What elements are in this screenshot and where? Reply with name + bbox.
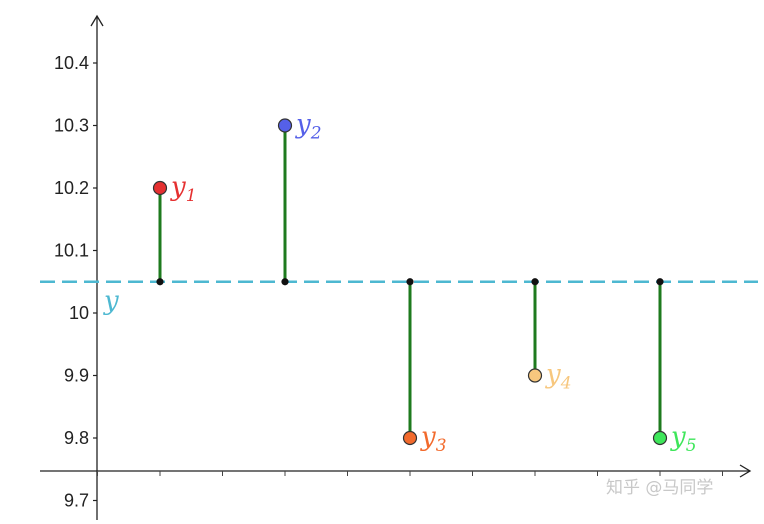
x-axis-arrowhead xyxy=(739,464,752,478)
y-tick-label: 9.8 xyxy=(64,428,89,448)
mean-foot-point xyxy=(156,278,164,286)
y-tick-label: 10 xyxy=(69,303,89,323)
point-label-subscript: 1 xyxy=(186,186,197,206)
point-label: y5 xyxy=(670,422,697,456)
point-label-name: y xyxy=(545,360,561,390)
x-ticks xyxy=(97,471,723,476)
mean-foot-point xyxy=(531,278,539,286)
mean-line-label: y xyxy=(103,286,119,316)
point-label: y4 xyxy=(545,360,572,394)
y-tick-label: 10.1 xyxy=(54,241,89,261)
axes xyxy=(40,14,752,520)
mean-line-group: y xyxy=(40,280,758,316)
mean-foot-point xyxy=(281,278,289,286)
data-point xyxy=(527,368,543,383)
point-label: y2 xyxy=(295,110,322,144)
point-label-name: y xyxy=(170,172,186,202)
y-tick-label: 9.7 xyxy=(64,491,89,511)
point-label: y1 xyxy=(170,172,197,206)
mean-foot-point xyxy=(656,278,664,286)
point-label-name: y xyxy=(670,422,686,452)
y-ticks: 10.4 10.3 10.2 10.1 10 9.9 9.8 9.7 xyxy=(54,53,97,511)
residuals xyxy=(158,125,662,438)
data-point xyxy=(652,430,668,446)
point-label-subscript: 2 xyxy=(310,124,322,144)
data-point xyxy=(402,430,418,446)
y-tick-label: 10.3 xyxy=(54,116,89,136)
y-axis-arrowhead xyxy=(90,14,104,27)
point-label-name: y xyxy=(295,110,311,140)
y-tick-label: 10.2 xyxy=(54,178,89,198)
point-label-subscript: 4 xyxy=(560,374,572,394)
point-label: y3 xyxy=(420,422,447,456)
watermark: 知乎 @马同学 xyxy=(606,478,713,498)
point-label-subscript: 3 xyxy=(436,436,447,456)
point-label-subscript: 5 xyxy=(686,436,697,456)
y-tick-label: 9.9 xyxy=(64,366,89,386)
point-label-name: y xyxy=(420,422,436,452)
data-point xyxy=(152,180,168,196)
data-point xyxy=(277,118,293,133)
mean-foot-point xyxy=(406,278,414,286)
y-tick-label: 10.4 xyxy=(54,53,89,73)
